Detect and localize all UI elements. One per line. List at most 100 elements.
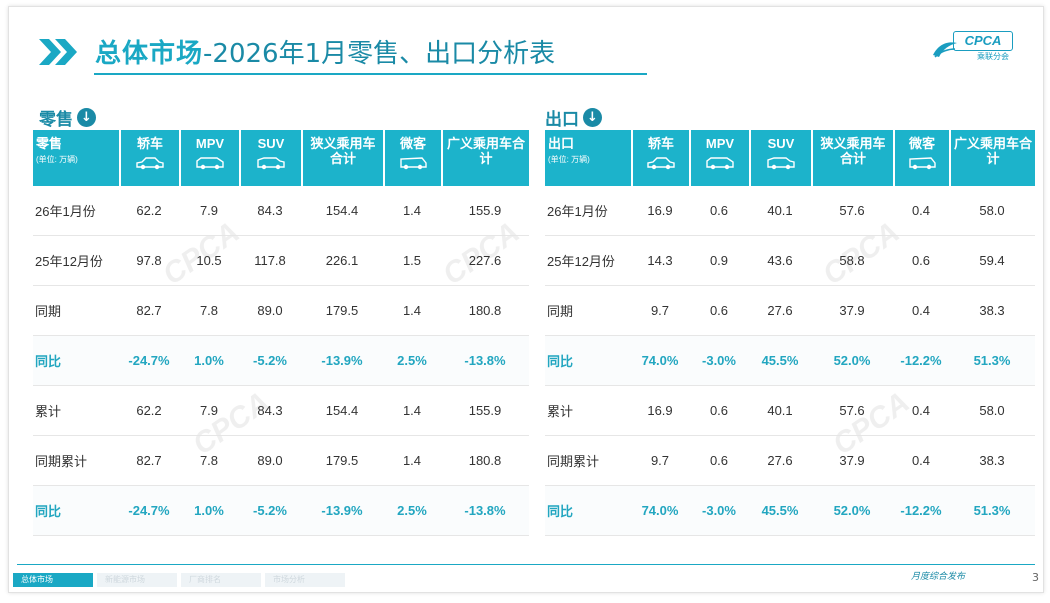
row-label: 25年12月份 — [33, 236, 119, 286]
table-cell: 1.4 — [383, 186, 441, 236]
header-label-cell: 零售 (单位: 万辆) — [33, 130, 119, 186]
row-label: 同比 — [33, 486, 119, 536]
table-cell: 45.5% — [749, 336, 811, 386]
down-arrow-circle-icon: ↓ — [77, 108, 96, 127]
table-cell: 0.4 — [893, 436, 949, 486]
table-cell: 1.4 — [383, 286, 441, 336]
table-cell: 7.8 — [179, 286, 239, 336]
minivan-icon — [400, 157, 427, 170]
table-cell: 84.3 — [239, 186, 301, 236]
slide: 总体市场 -2026年1月零售、出口分析表 CPCA 乘联分会 CPCA CPC… — [8, 6, 1044, 593]
table-row: 同期 9.7 0.6 27.6 37.9 0.4 38.3 — [545, 286, 1035, 336]
footer-tabs: 总体市场 新能源市场 厂商排名 市场分析 — [13, 573, 349, 587]
mpv-icon — [706, 157, 734, 170]
table-header-row: 零售 (单位: 万辆) 轿车 MPV SUV 狭义乘用车合计 微客 广义乘用车合… — [33, 130, 529, 186]
down-arrow-circle-icon: ↓ — [583, 108, 602, 127]
table-cell: 58.0 — [949, 386, 1035, 436]
col-label: MPV — [195, 136, 225, 151]
col-suv: SUV — [749, 130, 811, 186]
col-minivan: 微客 — [383, 130, 441, 186]
table-row: 26年1月份 16.9 0.6 40.1 57.6 0.4 58.0 — [545, 186, 1035, 236]
logo-text: CPCA — [953, 31, 1013, 51]
col-mpv: MPV — [179, 130, 239, 186]
table-cell: -12.2% — [893, 336, 949, 386]
table-cell: 1.0% — [179, 336, 239, 386]
table-cell: 38.3 — [949, 286, 1035, 336]
table-cell: 180.8 — [441, 436, 529, 486]
double-chevron-icon — [37, 37, 81, 67]
row-label: 同比 — [545, 336, 631, 386]
table-cell: 82.7 — [119, 286, 179, 336]
row-label: 累计 — [33, 386, 119, 436]
col-narrow-total: 狭义乘用车合计 — [811, 130, 893, 186]
table-cell: 179.5 — [301, 436, 383, 486]
table-cell: 89.0 — [239, 286, 301, 336]
footer-tab[interactable]: 新能源市场 — [97, 573, 177, 587]
table-cell: -5.2% — [239, 336, 301, 386]
table-header-row: 出口 (单位: 万辆) 轿车 MPV SUV 狭义乘用车合计 微客 广义乘用车合… — [545, 130, 1035, 186]
header-unit: (单位: 万辆) — [36, 155, 78, 164]
footer-tag: 月度综合发布 — [910, 572, 965, 582]
sedan-icon — [647, 157, 675, 170]
col-label: 广义乘用车合计 — [446, 136, 525, 166]
row-label: 26年1月份 — [33, 186, 119, 236]
table-cell: 37.9 — [811, 286, 893, 336]
col-broad-total: 广义乘用车合计 — [949, 130, 1035, 186]
table-cell: 27.6 — [749, 286, 811, 336]
retail-section-heading: 零售 ↓ — [39, 105, 96, 130]
table-cell: 180.8 — [441, 286, 529, 336]
table-cell: 74.0% — [631, 336, 689, 386]
table-cell: 0.6 — [689, 186, 749, 236]
col-label: 广义乘用车合计 — [953, 136, 1032, 166]
col-label: 狭义乘用车合计 — [310, 136, 376, 166]
yoy-row: 同比 74.0% -3.0% 45.5% 52.0% -12.2% 51.3% — [545, 336, 1035, 386]
table-row: 同期 82.7 7.8 89.0 179.5 1.4 180.8 — [33, 286, 529, 336]
table-cell: 58.8 — [811, 236, 893, 286]
row-label: 26年1月份 — [545, 186, 631, 236]
table-cell: -3.0% — [689, 336, 749, 386]
table-cell: 62.2 — [119, 386, 179, 436]
table-cell: 40.1 — [749, 186, 811, 236]
table-cell: 37.9 — [811, 436, 893, 486]
header-unit: (单位: 万辆) — [548, 155, 590, 164]
table-cell: 0.4 — [893, 186, 949, 236]
table-cell: 155.9 — [441, 186, 529, 236]
col-label: SUV — [767, 136, 795, 151]
col-label: 轿车 — [647, 136, 674, 151]
table-cell: 45.5% — [749, 486, 811, 536]
page-number: 3 — [1032, 571, 1039, 584]
table-cell: 154.4 — [301, 386, 383, 436]
table-cell: 16.9 — [631, 386, 689, 436]
suv-icon — [257, 157, 285, 170]
col-label: 微客 — [908, 136, 935, 151]
row-label: 同期累计 — [545, 436, 631, 486]
table-cell: 1.4 — [383, 386, 441, 436]
mpv-icon — [196, 157, 224, 170]
table-cell: 10.5 — [179, 236, 239, 286]
table-cell: 0.6 — [689, 436, 749, 486]
table-cell: 97.8 — [119, 236, 179, 286]
table-cell: 9.7 — [631, 286, 689, 336]
col-label: SUV — [257, 136, 285, 151]
header-label: 出口 — [548, 136, 575, 151]
footer-tab[interactable]: 市场分析 — [265, 573, 345, 587]
table-cell: 2.5% — [383, 336, 441, 386]
footer-tab[interactable]: 总体市场 — [13, 573, 93, 587]
table-cell: -13.9% — [301, 336, 383, 386]
table-cell: -24.7% — [119, 336, 179, 386]
yoy-row: 同比 -24.7% 1.0% -5.2% -13.9% 2.5% -13.8% — [33, 336, 529, 386]
table-cell: 9.7 — [631, 436, 689, 486]
row-label: 25年12月份 — [545, 236, 631, 286]
table-cell: 154.4 — [301, 186, 383, 236]
row-label: 累计 — [545, 386, 631, 436]
sedan-icon — [136, 157, 164, 170]
table-row: 25年12月份 97.8 10.5 117.8 226.1 1.5 227.6 — [33, 236, 529, 286]
footer-tab[interactable]: 厂商排名 — [181, 573, 261, 587]
col-label: 轿车 — [136, 136, 163, 151]
table-cell: 14.3 — [631, 236, 689, 286]
table-cell: 51.3% — [949, 486, 1035, 536]
table-row: 25年12月份 14.3 0.9 43.6 58.8 0.6 59.4 — [545, 236, 1035, 286]
export-section-heading: 出口 ↓ — [545, 105, 602, 130]
table-cell: -24.7% — [119, 486, 179, 536]
table-cell: 40.1 — [749, 386, 811, 436]
